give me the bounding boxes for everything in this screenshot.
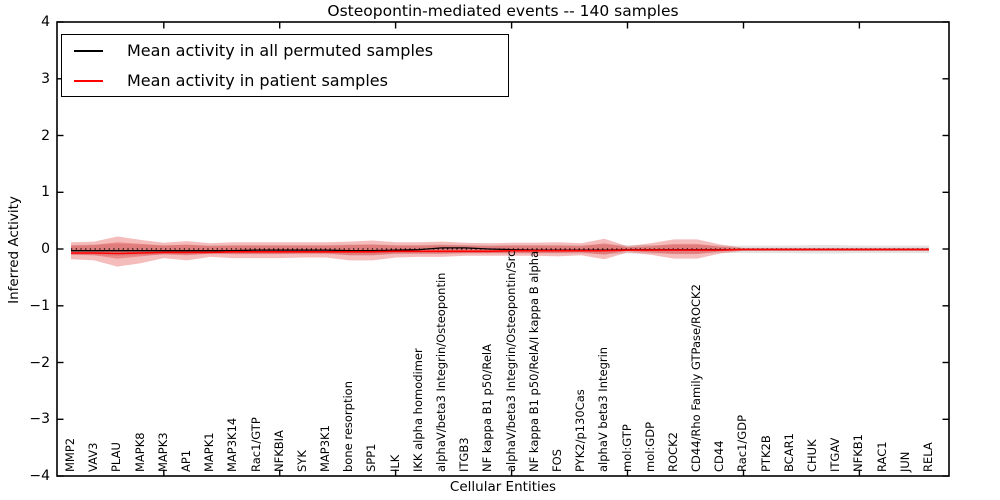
x-tick-label: alphaV/beta3 Integrin/Osteopontin: [434, 272, 449, 472]
x-tick-label: mol:GTP: [619, 424, 634, 472]
y-tick-label: 4: [41, 14, 50, 30]
x-tick-label: FOS: [549, 449, 564, 472]
legend-line-sample-black: [74, 49, 103, 52]
x-tick-label: NF kappa B1 p50/RelA: [480, 344, 495, 472]
x-tick-label: alphaV beta3 Integrin: [596, 346, 611, 472]
x-tick-label: Rac1/GTP: [248, 417, 263, 472]
x-tick-label: alphaV/beta3 Integrin/Osteopontin/Src: [503, 250, 518, 472]
x-tick-label: BCAR1: [781, 433, 796, 472]
legend-line-sample-red: [74, 79, 103, 82]
x-tick-label: SPP1: [364, 443, 379, 473]
x-tick-label: MAPK8: [132, 432, 147, 472]
x-tick-label: RELA: [921, 442, 935, 472]
x-tick-label: NFKBIA: [271, 430, 286, 472]
legend-entry-permuted: Mean activity in all permuted samples: [62, 38, 508, 64]
x-tick-label: NFKB1: [851, 434, 866, 472]
x-tick-label: MAP3K14: [225, 417, 240, 472]
legend-entry-patient: Mean activity in patient samples: [62, 68, 508, 94]
x-tick-label: Rac1/GDP: [735, 414, 750, 472]
x-tick-label: NF kappa B1 p50/RelA/I kappa B alpha: [526, 250, 541, 472]
chart-title: Osteopontin-mediated events -- 140 sampl…: [327, 2, 679, 20]
x-tick-label: PYK2/p130Cas: [573, 389, 588, 472]
x-axis-label: Cellular Entities: [449, 479, 557, 495]
x-tick-label: PLAU: [109, 442, 124, 472]
legend: Mean activity in all permuted samples Me…: [61, 34, 509, 97]
x-tick-label: MMP2: [63, 437, 77, 472]
y-tick-label: 2: [41, 127, 50, 144]
x-tick-label: SYK: [294, 450, 309, 472]
x-tick-label: ROCK2: [665, 432, 680, 472]
x-tick-label: ILK: [387, 454, 402, 472]
x-tick-label: JUN: [897, 451, 912, 472]
x-tick-label: PTK2B: [758, 435, 773, 472]
x-tick-label: ITGB3: [457, 437, 472, 472]
x-tick-label: CD44/Rho Family GTPase/ROCK2: [689, 284, 704, 472]
y-tick-label: 3: [41, 70, 50, 87]
legend-label: Mean activity in all permuted samples: [127, 41, 434, 60]
x-tick-label: VAV3: [86, 442, 101, 472]
x-tick-label: bone resorption: [341, 381, 356, 472]
y-tick-label: 1: [41, 184, 50, 201]
patient-mean-line: [71, 248, 929, 255]
y-tick-label: −3: [29, 411, 50, 428]
x-tick-label: CHUK: [805, 439, 820, 472]
x-tick-label: MAPK1: [202, 432, 217, 472]
x-tick-label: RAC1: [874, 441, 889, 472]
x-tick-label: MAPK3: [155, 432, 170, 472]
y-tick-label: −4: [29, 468, 50, 484]
legend-label: Mean activity in patient samples: [127, 71, 388, 90]
y-tick-label: −1: [29, 297, 50, 314]
y-tick-label: 0: [41, 241, 50, 257]
x-tick-label: ITGAV: [828, 437, 843, 472]
x-tick-label: mol:GDP: [642, 421, 657, 472]
x-tick-label: MAP3K1: [318, 425, 333, 472]
x-tick-label: CD44: [712, 440, 727, 472]
y-tick-label: −2: [29, 354, 50, 371]
x-tick-label: AP1: [178, 449, 193, 472]
x-tick-label: IKK alpha homodimer: [410, 348, 425, 472]
